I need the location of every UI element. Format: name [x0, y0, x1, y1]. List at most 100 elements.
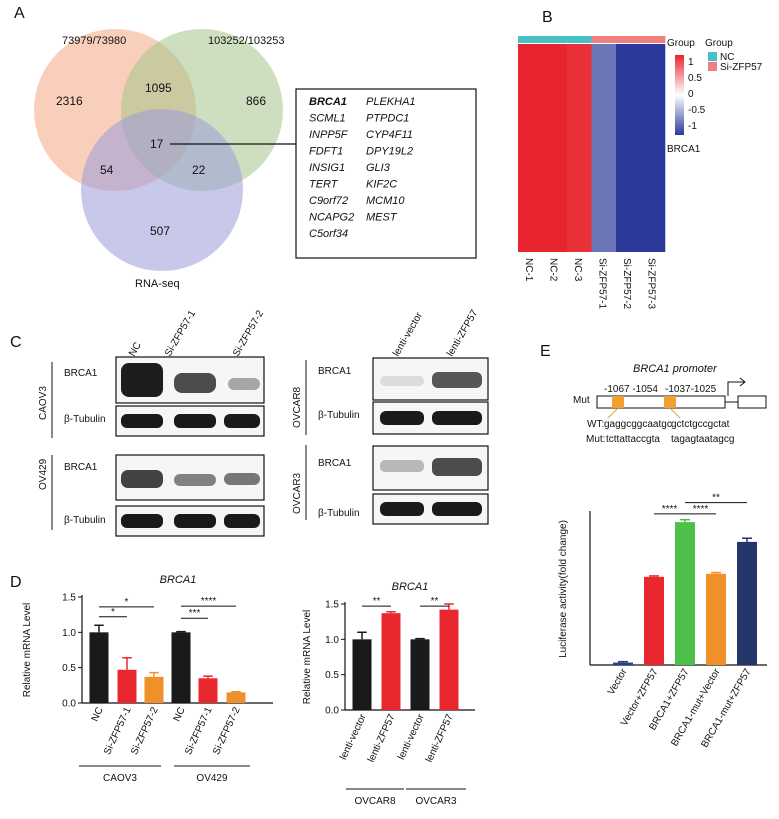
significance-marker: **	[712, 493, 720, 504]
venn-count-abc: 17	[150, 137, 164, 151]
venn-count-bc: 22	[192, 163, 206, 177]
bar-chart-e-luciferase: Luciferase activity(fold change)VectorVe…	[558, 493, 767, 750]
y-tick-label: 1.0	[62, 628, 76, 639]
heatmap-group-cell	[518, 36, 543, 43]
western-blot-panel: NC Si-ZFP57-1 Si-ZFP57-2 lenti-vector le…	[38, 308, 489, 537]
venn-label-a: 73979/73980	[62, 35, 126, 47]
blot-band	[174, 414, 216, 428]
significance-marker: ****	[662, 504, 678, 515]
gene-name: TERT	[309, 179, 339, 191]
panel-letter-a: A	[14, 5, 25, 22]
blot-band	[121, 514, 163, 528]
bar	[352, 639, 372, 710]
blot-protein-label: BRCA1	[64, 462, 98, 473]
heatmap-scale-tick: -1	[688, 121, 697, 132]
blot-band	[121, 470, 163, 488]
blot-protein-label: BRCA1	[318, 458, 352, 469]
heatmap-column-label: NC-1	[523, 258, 534, 282]
venn-count-a-only: 2316	[56, 94, 83, 108]
y-tick-label: 0.0	[62, 699, 76, 710]
bar	[89, 632, 109, 703]
heatmap-column-label: Si-ZFP57-2	[621, 258, 632, 310]
gene-name: CYP4F11	[366, 129, 413, 141]
mut-seq-1: tcttattaccgta	[606, 434, 660, 445]
x-tick-label: Si-ZFP57-2	[211, 705, 243, 756]
tss-arrow	[727, 381, 744, 396]
venn-label-c: RNA-seq	[135, 278, 180, 290]
gene-list-box: BRCA1 SCML1 INPP5F FDFT1 INSIG1 TERT C9orf72 NC…	[295, 88, 477, 259]
blot-cell-label-ov429: OV429	[38, 458, 49, 490]
bar	[675, 522, 695, 665]
bar	[198, 678, 218, 703]
blot-band	[380, 460, 424, 472]
y-axis-label: Relative mRNA Level	[302, 610, 313, 704]
group-label: OV429	[196, 773, 228, 784]
bar	[171, 632, 191, 703]
significance-marker: ****	[201, 596, 217, 607]
panel-letter-c: C	[10, 334, 22, 351]
wt-seq-1: gaggcggcaatgc	[604, 419, 672, 430]
promoter-site2-label: -1037-1025	[665, 384, 717, 395]
y-tick-label: 1.5	[325, 600, 339, 611]
y-axis-label: Relative mRNA Level	[22, 603, 33, 697]
heatmap-group-cell	[616, 36, 641, 43]
blot-band	[224, 514, 260, 528]
venn-count-c-only: 507	[150, 224, 170, 238]
gene-name: INPP5F	[309, 129, 349, 141]
blot-protein-label: β-Tubulin	[64, 414, 106, 425]
binding-site-1	[612, 396, 624, 408]
heatmap-column-label: NC-2	[548, 258, 559, 282]
heatmap-legend-label: NC	[720, 52, 734, 63]
heatmap-group-label: Group	[667, 38, 695, 49]
blot-lane-label-nc: NC	[127, 340, 144, 358]
significance-marker: **	[373, 596, 381, 607]
y-tick-label: 0.5	[62, 663, 76, 674]
gene-name: DPY19L2	[366, 146, 413, 158]
bar	[117, 669, 137, 703]
blot-band	[380, 502, 424, 516]
gene-list-border	[295, 88, 477, 259]
heatmap-column-label: Si-ZFP57-1	[597, 258, 608, 310]
blot-band	[432, 502, 482, 516]
significance-marker: ****	[693, 504, 709, 515]
heatmap-scale-tick: 1	[688, 57, 694, 68]
significance-marker: **	[431, 596, 439, 607]
binding-site-2	[664, 396, 676, 408]
y-tick-label: 0.5	[325, 670, 339, 681]
bar-chart-d-right: BRCA1 Relative mRNA Level 0.0 0.5 1.0 1.5 lent…	[302, 581, 475, 807]
binding-site-1-connector	[607, 407, 619, 419]
gene-name: MEST	[366, 212, 398, 224]
bar	[644, 576, 664, 665]
tss-arrowhead	[739, 377, 746, 387]
gene-name: INSIG1	[309, 162, 345, 174]
binding-site-2-connector	[669, 407, 681, 419]
heatmap-group-cell	[591, 36, 617, 43]
gene-name: MCM10	[366, 195, 405, 207]
heatmap-legend-swatch	[708, 62, 717, 71]
blot-cell-label-ovcar8: OVCAR8	[292, 386, 303, 428]
wt-label: WT:	[587, 419, 604, 430]
chart-title: BRCA1	[392, 581, 429, 593]
blot-band	[224, 473, 260, 485]
y-tick-label: 1.0	[325, 635, 339, 646]
heatmap-scale-tick: 0	[688, 89, 694, 100]
mut-row-label: Mut:	[586, 434, 605, 445]
promoter-schematic: BRCA1 promoter Mut -1067 -1054 -1037-102…	[573, 363, 767, 445]
group-label: OVCAR3	[415, 796, 457, 807]
chart-title: BRCA1	[160, 574, 197, 586]
x-tick-label: Si-ZFP57-1	[102, 705, 134, 756]
x-tick-label: NC	[172, 706, 188, 724]
blot-protein-label: BRCA1	[64, 368, 98, 379]
gene-name: NCAPG2	[309, 212, 354, 224]
heatmap-legend-swatch	[708, 52, 717, 61]
blot-band	[380, 376, 424, 386]
gene-name: C9orf72	[309, 195, 348, 207]
gene-name: FDFT1	[309, 146, 343, 158]
heatmap-column-label: NC-3	[572, 258, 583, 282]
significance-marker: ***	[189, 608, 201, 619]
x-tick-label: lenti-ZFP57	[366, 712, 398, 764]
gene-name: BRCA1	[309, 96, 347, 108]
blot-cell-label-ovcar3: OVCAR3	[292, 472, 303, 514]
gene-name: PTPDC1	[366, 113, 409, 125]
y-tick-label: 0.0	[325, 706, 339, 717]
